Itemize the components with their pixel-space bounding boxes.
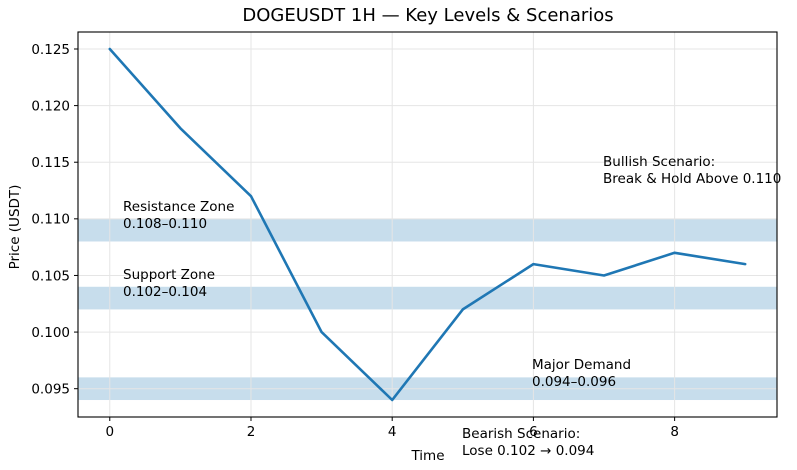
y-tick-label: 0.110: [31, 212, 70, 228]
zone-band-resistance: [78, 218, 777, 242]
y-axis-label: Price (USDT): [7, 184, 23, 270]
zone-label-support: Support Zone 0.102–0.104: [123, 267, 215, 301]
price-line: [108, 47, 747, 402]
y-tick-label: 0.095: [31, 381, 70, 397]
zone-band-support: [78, 286, 777, 310]
x-axis-label: Time: [411, 448, 445, 464]
zone-label-major-demand-range: 0.094–0.096: [532, 374, 617, 390]
x-tick-label: 0: [105, 424, 114, 440]
zone-label-resistance: Resistance Zone 0.108–0.110: [123, 199, 234, 233]
zone-label-major-demand-title: Major Demand: [532, 357, 632, 373]
y-tick-label: 0.120: [31, 98, 70, 114]
zone-label-support-range: 0.102–0.104: [123, 284, 208, 300]
plot-border: [77, 31, 778, 418]
annotation-bearish-line1: Bearish Scenario:: [462, 426, 581, 442]
y-tick-label: 0.100: [31, 325, 70, 341]
zone-label-major-demand: Major Demand 0.094–0.096: [532, 357, 631, 391]
annotation-bullish-scenario: Bullish Scenario: Break & Hold Above 0.1…: [603, 154, 781, 188]
annotation-bearish-scenario: Bearish Scenario: Lose 0.102 → 0.094: [462, 426, 594, 460]
y-tick-label: 0.125: [31, 42, 70, 58]
x-tick-label: 2: [247, 424, 256, 440]
annotation-bullish-line1: Bullish Scenario:: [603, 154, 716, 170]
zone-label-resistance-range: 0.108–0.110: [123, 216, 208, 232]
x-tick-label: 6: [529, 424, 538, 440]
zone-label-support-title: Support Zone: [123, 267, 216, 283]
y-tick-label: 0.115: [31, 155, 70, 171]
chart-title: DOGEUSDT 1H — Key Levels & Scenarios: [242, 5, 614, 26]
annotation-bearish-line2: Lose 0.102 → 0.094: [462, 443, 595, 459]
x-tick-label: 4: [388, 424, 397, 440]
y-tick-label: 0.105: [31, 268, 70, 284]
zone-label-resistance-title: Resistance Zone: [123, 199, 235, 215]
annotation-bullish-line2: Break & Hold Above 0.110: [603, 171, 782, 187]
x-tick-label: 8: [670, 424, 679, 440]
